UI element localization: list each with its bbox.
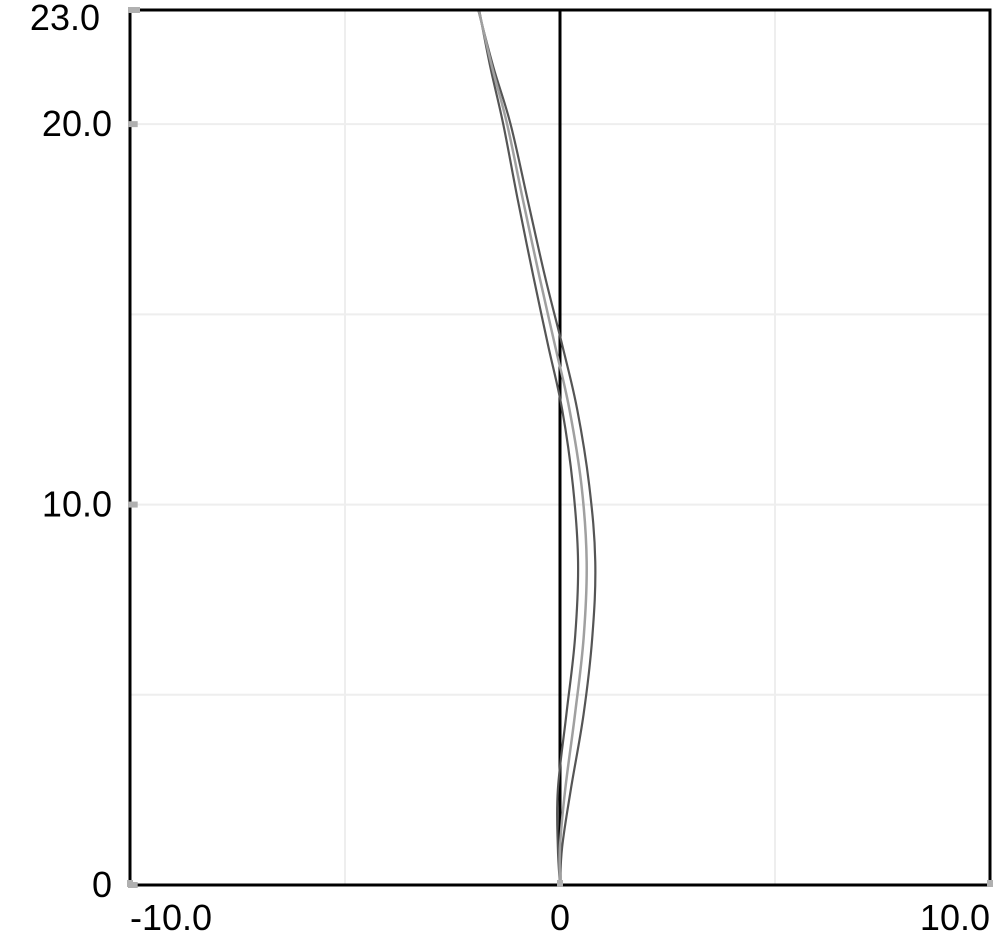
y-tick-label: 23.0	[30, 0, 100, 38]
line-chart: 0 10.0 20.0 23.0 -10.0 0 10.0	[0, 0, 1000, 948]
y-tick-label: 10.0	[42, 484, 112, 525]
y-tick-label: 0	[92, 864, 112, 905]
x-tick-label: -10.0	[130, 897, 212, 938]
chart-container: 0 10.0 20.0 23.0 -10.0 0 10.0	[0, 0, 1000, 948]
x-tick-label: 10.0	[920, 897, 990, 938]
y-tick-label: 20.0	[42, 103, 112, 144]
x-tick-label: 0	[550, 897, 570, 938]
